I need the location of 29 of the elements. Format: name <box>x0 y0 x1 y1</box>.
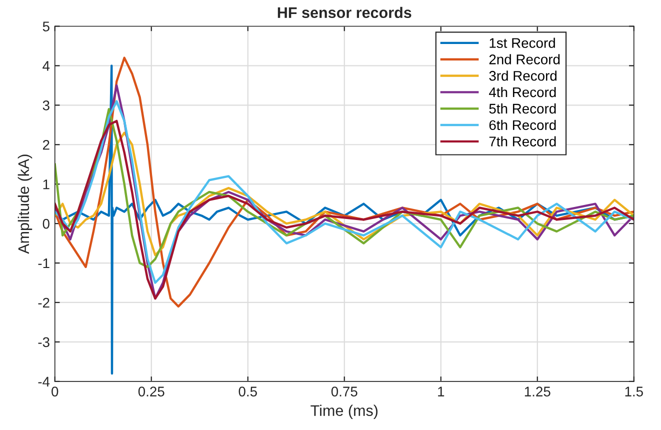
legend-label: 6th Record <box>489 120 556 130</box>
x-tick-label: 0.75 <box>331 386 358 396</box>
y-tick-label: 2 <box>42 140 50 150</box>
x-tick-label: 0.5 <box>238 386 257 396</box>
legend-label: 5th Record <box>489 103 556 114</box>
y-tick-label: -3 <box>38 337 50 348</box>
x-tick-label: 0 <box>52 386 58 396</box>
line-series <box>54 120 634 300</box>
y-tick-label: -1 <box>38 258 50 268</box>
chart-title: HF sensor records <box>278 6 412 18</box>
x-axis-title: Time (ms) <box>310 404 378 420</box>
legend-label: 3rd Record <box>489 70 556 81</box>
y-tick-label: -2 <box>38 298 50 308</box>
legend-label: 1st Record <box>490 38 555 48</box>
x-tick-label: 0.25 <box>138 386 164 396</box>
y-tick-label: 4 <box>42 61 50 71</box>
legend-label: 2nd Record <box>489 54 560 64</box>
legend-label: 4th Record <box>489 86 556 98</box>
x-tick-label: 1 <box>438 386 444 396</box>
y-tick-label: 0 <box>42 218 50 229</box>
x-tick-label: 1.5 <box>625 386 643 396</box>
y-tick-label: 3 <box>42 100 50 110</box>
y-tick-label: 5 <box>42 22 50 32</box>
y-tick-label: 1 <box>43 180 50 190</box>
x-tick-label: 1.25 <box>524 386 550 396</box>
y-axis-title: Amplitude (kA) <box>18 154 32 254</box>
line-series <box>54 132 634 256</box>
y-tick-label: -4 <box>38 376 50 386</box>
legend-label: 7th Record <box>489 136 556 146</box>
